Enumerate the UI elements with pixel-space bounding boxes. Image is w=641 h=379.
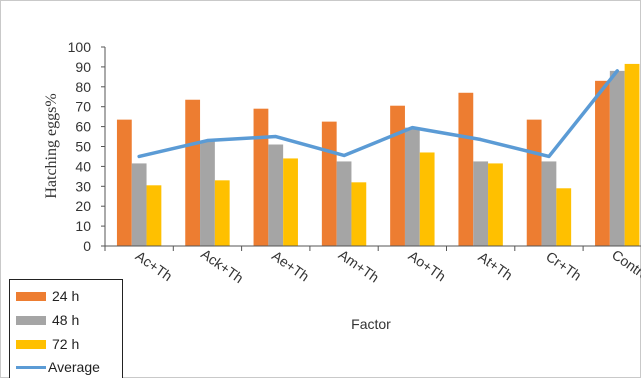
bar	[116, 119, 132, 246]
y-tick-label: 90	[75, 59, 91, 75]
bar	[595, 80, 610, 246]
bar	[214, 180, 230, 246]
bar	[131, 163, 147, 246]
bar	[336, 161, 352, 246]
bar	[200, 140, 215, 246]
legend-item-24h: 24 h	[16, 286, 79, 306]
bars	[116, 63, 640, 247]
average-line-path	[137, 69, 619, 159]
x-tick-label: Ao+Th	[406, 247, 449, 284]
legend-item-72h: 72 h	[16, 334, 79, 354]
bar	[351, 182, 367, 246]
bar	[526, 119, 542, 246]
y-tick-label: 50	[75, 139, 91, 155]
bar	[283, 158, 298, 246]
bar	[390, 105, 405, 246]
x-tick-label: Ack+Th	[198, 246, 246, 287]
y-tick-label: 100	[68, 39, 92, 55]
x-axis-title: Factor	[351, 316, 391, 332]
legend-swatch	[16, 365, 46, 369]
bar	[488, 163, 503, 246]
legend-label: Average	[48, 359, 100, 375]
bar	[609, 70, 625, 246]
legend-item-48h: 48 h	[16, 310, 79, 330]
y-axis: 0 10 20 30 40 50 60 70 80 90 100	[68, 39, 106, 254]
bar	[404, 127, 420, 246]
bar	[541, 161, 557, 246]
average-line	[137, 69, 619, 159]
legend-label: 72 h	[52, 336, 80, 352]
bar	[419, 152, 435, 246]
y-tick-label: 70	[75, 99, 91, 115]
bar	[268, 144, 284, 246]
x-tick-label: Ae+Th	[269, 247, 312, 284]
x-tick-label: Am+Th	[336, 246, 382, 285]
y-tick-label: 0	[83, 238, 91, 254]
bar	[473, 161, 489, 246]
x-tick-label: Cr+Th	[543, 248, 584, 284]
legend-swatch	[16, 339, 46, 349]
bar	[253, 108, 269, 246]
bar	[321, 121, 337, 246]
x-axis: Ac+Th Ack+Th Ae+Th Am+Th Ao+Th At+Th Cr+Th Cont…	[104, 245, 641, 287]
y-tick-label: 40	[75, 158, 91, 174]
y-tick-label: 80	[75, 79, 91, 95]
x-tick-label: At+Th	[475, 249, 515, 284]
y-tick-label: 20	[75, 198, 91, 214]
legend-swatch	[16, 291, 46, 301]
legend-label: 48 h	[52, 312, 80, 328]
bar	[185, 99, 201, 246]
bar	[624, 63, 640, 246]
legend-item-average: Average	[16, 357, 100, 377]
x-tick-label: Control	[609, 246, 641, 285]
y-axis-title: Hatching eggs%	[43, 93, 60, 198]
legend-label: 24 h	[52, 288, 80, 304]
y-tick-label: 60	[75, 119, 91, 135]
bar	[146, 185, 162, 246]
y-tick-label: 10	[75, 218, 91, 234]
bar	[556, 188, 572, 246]
legend-swatch	[16, 315, 46, 325]
bar	[458, 92, 474, 247]
y-tick-label: 30	[75, 178, 91, 194]
legend: 24 h 48 h 72 h Average	[9, 279, 123, 378]
x-tick-label: Ac+Th	[133, 248, 176, 285]
